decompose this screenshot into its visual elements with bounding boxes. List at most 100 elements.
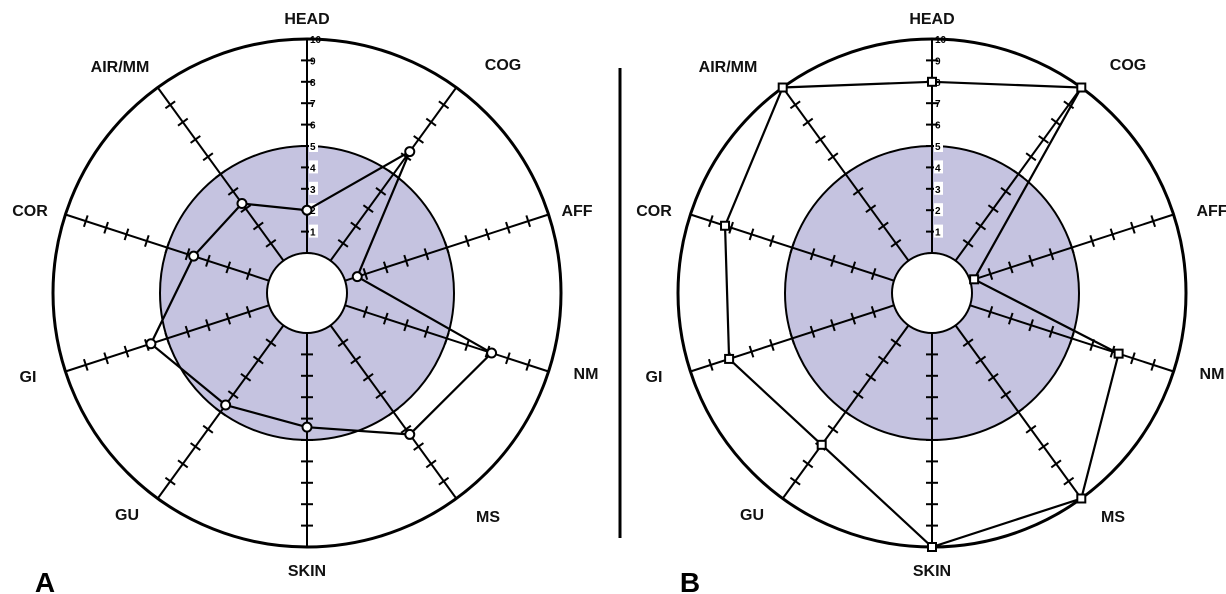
- axis-label-nm: NM: [574, 366, 599, 383]
- scale-number: 1: [935, 228, 941, 239]
- spoke-tick: [177, 117, 189, 127]
- spoke-tick: [164, 100, 176, 110]
- data-point-air-mm: [777, 82, 788, 93]
- data-point-air-mm: [236, 198, 248, 210]
- spoke-tick: [1038, 135, 1050, 144]
- axis-label-gi: GI: [646, 369, 663, 386]
- scale-number: 1: [310, 228, 316, 239]
- scale-number: 2: [935, 206, 941, 217]
- spoke-tick: [1130, 221, 1136, 234]
- data-point-skin: [927, 542, 937, 552]
- spoke-tick: [164, 332, 170, 345]
- spoke-tick: [852, 390, 864, 399]
- center-hole: [891, 252, 973, 334]
- spoke-tick: [1069, 241, 1075, 254]
- spoke-tick: [464, 234, 470, 247]
- scale-number: 9: [935, 56, 941, 67]
- spoke-tick: [865, 204, 877, 214]
- spoke-tick: [877, 221, 889, 231]
- spoke-tick: [962, 338, 974, 348]
- spoke-tick: [403, 254, 409, 267]
- spoke-tick: [103, 221, 109, 234]
- scale-number: 4: [310, 163, 316, 174]
- axis-label-air-mm: AIR/MM: [699, 59, 758, 76]
- spoke-tick: [123, 228, 130, 241]
- spoke-tick: [505, 352, 511, 365]
- spoke-tick: [748, 345, 755, 358]
- spoke-tick: [728, 221, 734, 234]
- spoke-tick: [375, 187, 387, 196]
- spoke-tick: [382, 312, 389, 325]
- spoke-tick: [227, 390, 239, 399]
- spoke-tick: [850, 261, 857, 274]
- spoke-tick: [1007, 312, 1014, 325]
- spoke-tick: [890, 338, 902, 348]
- data-point-gu: [220, 399, 232, 411]
- spoke-tick: [1150, 358, 1157, 371]
- spoke-tick: [350, 355, 362, 365]
- data-point-nm: [1113, 348, 1124, 359]
- spoke-tick: [245, 305, 252, 318]
- spoke-tick: [1012, 407, 1024, 417]
- spoke-tick: [464, 339, 470, 352]
- spoke-tick: [227, 187, 239, 196]
- spoke-tick: [205, 254, 211, 267]
- spoke-tick: [103, 352, 109, 365]
- scale-number-bg: [934, 203, 943, 217]
- spoke-tick: [425, 459, 437, 469]
- spoke-tick: [1089, 234, 1095, 247]
- spoke-tick: [769, 339, 775, 352]
- scale-number: 10: [310, 35, 322, 46]
- spoke-tick: [387, 407, 399, 417]
- axis-label-cog: COG: [485, 57, 521, 74]
- spoke-tick: [164, 476, 176, 486]
- axis-label-cog: COG: [1110, 57, 1146, 74]
- spoke-tick: [809, 248, 816, 261]
- spoke-tick: [987, 268, 994, 281]
- spoke-tick: [852, 187, 864, 196]
- spoke-tick: [444, 332, 450, 345]
- spoke-tick: [240, 204, 252, 214]
- spoke-tick: [1007, 261, 1014, 274]
- data-point-ms: [404, 428, 416, 440]
- spoke-tick: [438, 100, 450, 110]
- spoke-tick: [1028, 319, 1034, 332]
- scale-number: 8: [310, 78, 316, 89]
- spoke-tick: [769, 234, 775, 247]
- spoke-tick: [484, 228, 491, 241]
- scale-number-bg: [309, 203, 318, 217]
- spoke-tick: [877, 355, 889, 365]
- scale-number: 3: [310, 185, 316, 196]
- spoke-tick: [82, 358, 89, 371]
- spoke-tick: [444, 241, 450, 254]
- axis-label-air-mm: AIR/MM: [91, 59, 150, 76]
- spoke-tick: [265, 238, 277, 248]
- data-point-aff: [351, 271, 363, 283]
- scale-number: 3: [935, 185, 941, 196]
- axis-label-skin: SKIN: [288, 563, 326, 580]
- spoke-tick: [215, 407, 227, 417]
- spoke-tick: [252, 355, 264, 365]
- spoke-tick: [987, 305, 994, 318]
- axis-label-skin: SKIN: [913, 563, 951, 580]
- spoke-tick: [1063, 476, 1075, 486]
- spoke-tick: [1048, 248, 1055, 261]
- spoke-tick: [382, 261, 389, 274]
- spoke-tick: [975, 221, 987, 231]
- axis-label-aff: AFF: [561, 203, 592, 220]
- scale-number: 8: [935, 78, 941, 89]
- spoke-tick: [1028, 254, 1034, 267]
- scale-number-bg: [934, 224, 943, 238]
- data-point-aff: [969, 274, 980, 285]
- spoke-tick: [1038, 442, 1050, 451]
- spoke-tick: [362, 305, 369, 318]
- spoke-tick: [225, 312, 232, 325]
- spoke-tick: [748, 228, 755, 241]
- spoke-tick: [423, 248, 430, 261]
- spoke-tick: [789, 332, 795, 345]
- spoke-tick: [350, 221, 362, 231]
- scale-number: 5: [310, 142, 316, 153]
- spoke-tick: [1025, 152, 1037, 162]
- scale-number-bg: [934, 160, 943, 174]
